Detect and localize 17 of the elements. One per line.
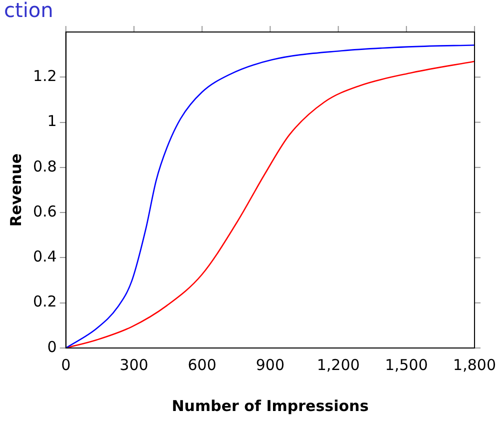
y-tick-label: 0	[47, 338, 57, 356]
y-axis-title: Revenue	[6, 153, 25, 227]
x-tick-label: 600	[188, 356, 216, 374]
x-tick-label: 1,200	[316, 356, 360, 374]
y-tick-label: 0.2	[32, 292, 57, 311]
x-tick-label: 1,800	[453, 356, 496, 374]
x-tick-label: 300	[120, 356, 148, 374]
x-axis-title: Number of Impressions	[172, 396, 369, 415]
y-tick-label: 1	[47, 112, 57, 130]
x-tick-label: 1,500	[384, 356, 428, 374]
y-tick-label: 0.6	[32, 202, 57, 220]
y-tick-label: 1.2	[32, 67, 57, 86]
y-tick-label: 0.4	[32, 248, 57, 266]
x-tick-label: 900	[256, 356, 285, 374]
chart-title: ction	[4, 0, 54, 22]
x-tick-label: 0	[61, 356, 71, 374]
y-tick-label: 0.8	[32, 157, 57, 176]
